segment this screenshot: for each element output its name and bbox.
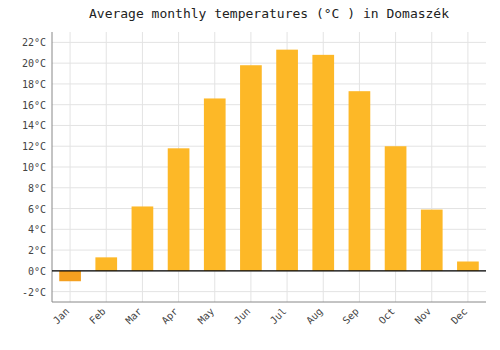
- chart-container: Average monthly temperatures (°C ) in Do…: [0, 0, 500, 350]
- grid-line: [52, 270, 486, 271]
- y-tick-label: 12°C: [22, 141, 46, 152]
- grid-line: [52, 291, 486, 292]
- bar: [132, 206, 154, 270]
- x-tick-label: Jan: [51, 306, 72, 327]
- x-tick-label: Mar: [123, 306, 144, 327]
- x-axis-line: [52, 302, 486, 303]
- bar: [457, 262, 479, 271]
- y-axis-line: [52, 32, 53, 302]
- y-tick-label: 16°C: [22, 100, 46, 111]
- title: Average monthly temperatures (°C ) in Do…: [89, 6, 449, 21]
- x-tick-label: Dec: [449, 306, 470, 327]
- grid-line: [52, 104, 486, 105]
- x-tick-label: Feb: [87, 306, 108, 327]
- bar: [95, 257, 117, 271]
- grid-line: [52, 146, 486, 147]
- y-tick-label: 4°C: [28, 224, 46, 235]
- y-tick-label: 20°C: [22, 58, 46, 69]
- grid-line: [52, 125, 486, 126]
- x-tick-label: Jun: [232, 306, 253, 327]
- bar: [168, 148, 190, 271]
- x-tick-label: May: [196, 306, 217, 327]
- x-tick-label: Nov: [413, 306, 434, 327]
- y-tick-label: -2°C: [22, 287, 46, 298]
- zero-line: [52, 270, 486, 271]
- grid-line: [52, 42, 486, 43]
- grid-line: [52, 83, 486, 84]
- y-tick-label: 18°C: [22, 79, 46, 90]
- bar: [59, 271, 81, 281]
- y-tick-label: 22°C: [22, 37, 46, 48]
- bar: [349, 91, 371, 271]
- bar: [276, 50, 298, 271]
- grid-line: [52, 187, 486, 188]
- grid-line: [52, 167, 486, 168]
- bar: [421, 210, 443, 271]
- grid-line: [52, 208, 486, 209]
- bar: [240, 65, 262, 271]
- x-tick-label: Sep: [340, 306, 361, 327]
- bar: [312, 55, 334, 271]
- bar: [204, 98, 226, 270]
- x-tick-label: Apr: [159, 306, 180, 327]
- y-tick-label: 0°C: [28, 266, 46, 277]
- grid-line: [70, 32, 71, 302]
- chart-svg: Average monthly temperatures (°C ) in Do…: [0, 0, 500, 350]
- grid-line: [52, 63, 486, 64]
- y-tick-label: 14°C: [22, 120, 46, 131]
- y-tick-label: 6°C: [28, 204, 46, 215]
- x-tick-label: Oct: [376, 306, 397, 327]
- y-tick-label: 10°C: [22, 162, 46, 173]
- grid: [52, 32, 486, 302]
- y-tick-label: 8°C: [28, 183, 46, 194]
- bars: [59, 50, 479, 282]
- bar: [385, 146, 407, 271]
- x-tick-label: Aug: [304, 306, 325, 327]
- x-tick-label: Jul: [268, 306, 289, 327]
- y-tick-label: 2°C: [28, 245, 46, 256]
